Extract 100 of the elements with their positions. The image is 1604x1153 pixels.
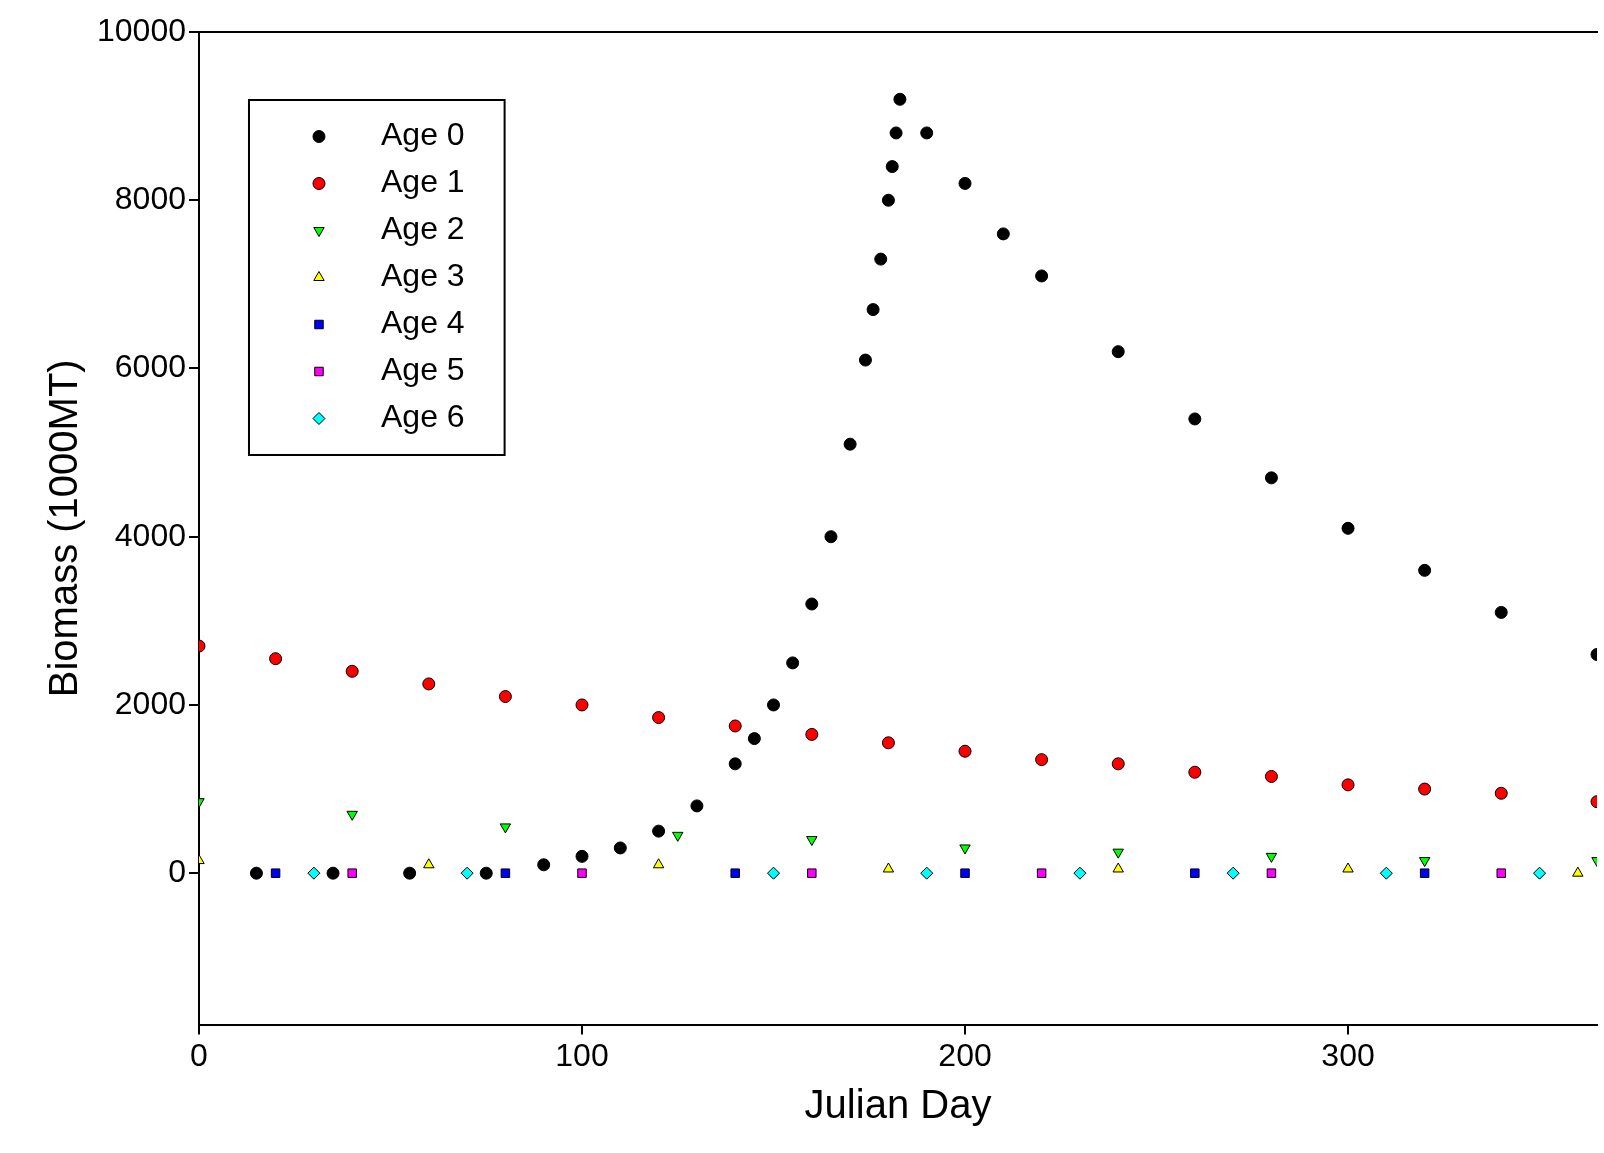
point [1036, 868, 1047, 878]
point [460, 866, 474, 880]
x-tick-label: 300 [1321, 1036, 1375, 1073]
x-tick-label: 100 [555, 1036, 609, 1073]
point [786, 656, 800, 670]
point [807, 868, 817, 878]
point [1266, 868, 1277, 878]
point [1379, 866, 1393, 880]
x-tick-label: 200 [938, 1036, 992, 1073]
legend-label: Age 2 [380, 210, 465, 247]
legend-label: Age 3 [380, 257, 465, 294]
point [1419, 868, 1430, 878]
point [403, 866, 417, 880]
point [1035, 269, 1049, 283]
point [1264, 471, 1278, 485]
legend-label: Age 1 [380, 163, 465, 200]
legend-label: Age 4 [380, 304, 465, 341]
point [885, 160, 899, 174]
point [1494, 786, 1508, 800]
point [577, 868, 587, 878]
point [767, 698, 781, 712]
point [346, 810, 358, 821]
point [767, 866, 781, 880]
point [500, 868, 511, 878]
point [747, 732, 761, 746]
point [1226, 866, 1240, 880]
point [866, 303, 880, 317]
legend-label: Age 0 [380, 116, 465, 153]
point [1073, 866, 1087, 880]
y-tick-label: 0 [168, 853, 186, 890]
y-tick-label: 6000 [114, 348, 186, 385]
point [249, 866, 263, 880]
point [1112, 862, 1124, 873]
point [1112, 848, 1124, 859]
point [1188, 765, 1202, 779]
y-tick-label: 10000 [97, 11, 186, 48]
point [613, 841, 627, 855]
point [326, 866, 340, 880]
y-tick-label: 2000 [114, 684, 186, 721]
point [652, 711, 666, 725]
point [422, 677, 436, 691]
point [882, 862, 895, 873]
point [1188, 412, 1202, 426]
point [537, 858, 551, 872]
point [575, 698, 589, 712]
point [858, 353, 872, 367]
point [805, 597, 819, 611]
legend-label: Age 5 [380, 351, 465, 388]
x-axis-title: Julian Day [804, 1082, 992, 1127]
point [1533, 866, 1547, 880]
point [1111, 345, 1125, 359]
point [958, 744, 972, 758]
point [920, 866, 934, 880]
point [843, 437, 857, 451]
point [881, 193, 895, 207]
y-tick-label: 4000 [114, 516, 186, 553]
point [805, 727, 819, 741]
point [499, 823, 512, 834]
point [270, 868, 281, 878]
point [996, 227, 1010, 241]
point [730, 868, 740, 878]
point [1035, 753, 1049, 767]
point [728, 719, 742, 733]
point [1265, 852, 1278, 863]
point [959, 844, 971, 855]
point [307, 866, 321, 880]
point [1341, 521, 1355, 535]
point [1418, 782, 1432, 796]
point [920, 126, 934, 140]
y-tick-label: 8000 [114, 180, 186, 217]
point [893, 92, 907, 106]
point [1496, 868, 1506, 878]
point [1342, 862, 1354, 873]
point [269, 652, 283, 666]
point [345, 664, 359, 678]
point [652, 858, 665, 869]
point [1572, 866, 1584, 877]
point [1111, 757, 1125, 771]
y-axis-title: Biomass (1000MT) [41, 359, 86, 698]
point [1494, 605, 1508, 619]
point [728, 757, 742, 771]
point [1341, 778, 1355, 792]
point [652, 824, 666, 838]
point [672, 831, 684, 842]
point [874, 252, 888, 266]
point [960, 868, 970, 878]
point [1190, 868, 1200, 878]
legend-label: Age 6 [380, 398, 465, 435]
point [479, 866, 493, 880]
point [498, 690, 512, 704]
point [1418, 563, 1432, 577]
point [958, 176, 972, 190]
point [423, 858, 435, 869]
point [889, 126, 903, 140]
point [690, 799, 704, 813]
point [575, 849, 589, 863]
point [824, 530, 838, 544]
point [881, 736, 895, 750]
point [347, 868, 357, 878]
point [1264, 769, 1278, 783]
